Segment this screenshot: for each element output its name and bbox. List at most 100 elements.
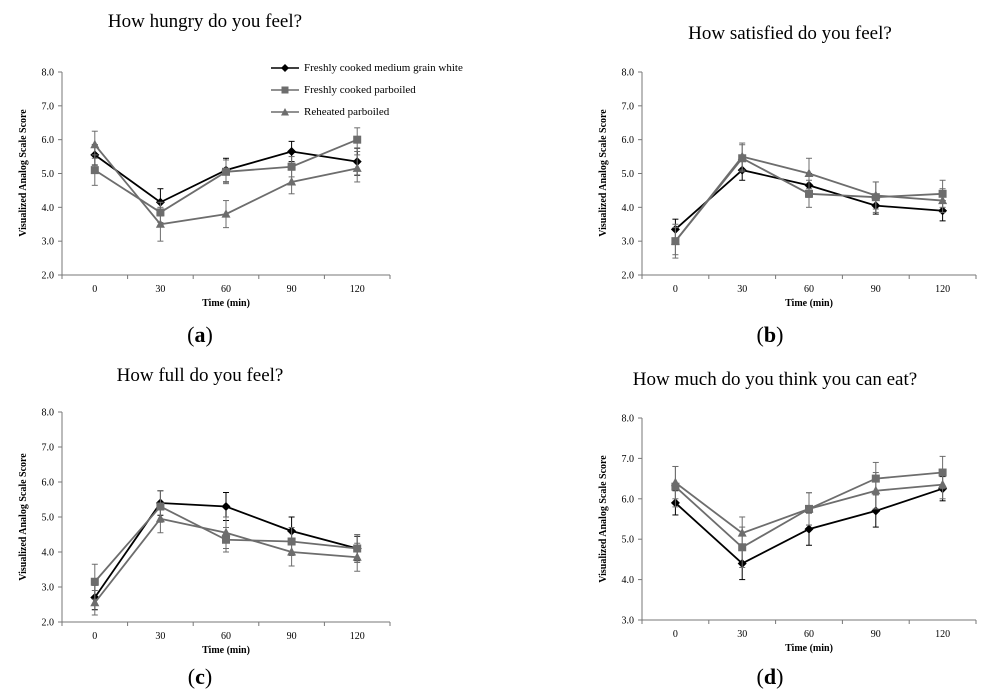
- y-tick-label: 7.0: [42, 443, 55, 454]
- data-point: [670, 477, 680, 487]
- data-point: [805, 189, 813, 198]
- data-point: [938, 195, 948, 205]
- y-tick-label: 6.0: [42, 478, 55, 489]
- x-tick-label: 30: [155, 284, 165, 295]
- data-point: [221, 502, 231, 511]
- chart-panel-c: How full do you feel? 2.0 3.0 4.0 5.0 6.0 7.0…: [0, 350, 490, 698]
- data-point: [287, 547, 297, 556]
- data-point: [287, 176, 297, 186]
- data-point: [90, 597, 100, 607]
- x-axis-title: Time (min): [202, 645, 250, 656]
- legend-swatch-diamond-icon: [271, 64, 299, 72]
- data-point: [221, 527, 231, 537]
- y-tick-label: 4.0: [622, 575, 635, 586]
- x-tick-label: 120: [935, 284, 950, 295]
- x-tick-label: 60: [804, 629, 814, 640]
- chart-title-c: How full do you feel?: [116, 365, 284, 386]
- y-tick-label: 7.0: [622, 454, 635, 465]
- data-point: [670, 236, 680, 245]
- series-triangle: [670, 142, 948, 256]
- y-axis-title: Visualized Analog Scale Score: [18, 109, 29, 237]
- y-tick-label: 4.0: [42, 203, 55, 214]
- data-point: [938, 479, 948, 489]
- chart-plot-a: 2.0 3.0 4.0 5.0 6.0 7.0 8.0 0 30 60 90 120 Time (min…: [18, 68, 391, 309]
- x-tick-label: 0: [673, 629, 678, 640]
- y-tick-label: 4.0: [42, 548, 55, 559]
- y-tick-label: 6.0: [622, 494, 635, 505]
- series-diamond: [670, 476, 948, 581]
- data-point: [221, 209, 231, 218]
- chart-plot-d: 3.0 4.0 5.0 6.0 7.0 8.0 0 30 60 90 120 Time (min) Vi…: [598, 414, 977, 654]
- y-tick-label: 2.0: [42, 271, 55, 282]
- chart-panel-d: How much do you think you can eat? 3.0 4.…: [590, 350, 982, 698]
- legend-entry-reheated: Reheated parboiled: [270, 106, 490, 128]
- legend-swatch-square-icon: [271, 86, 299, 94]
- y-tick-label: 5.0: [42, 169, 55, 180]
- x-tick-label: 60: [804, 284, 814, 295]
- y-tick-label: 3.0: [42, 237, 55, 248]
- legend-label: Freshly cooked parboiled: [304, 84, 416, 96]
- y-tick-label: 6.0: [622, 135, 635, 146]
- y-axis-title: Visualized Analog Scale Score: [18, 453, 29, 581]
- x-tick-label: 0: [92, 284, 97, 295]
- y-tick-label: 2.0: [42, 618, 55, 629]
- y-tick-label: 5.0: [622, 535, 635, 546]
- data-point: [804, 168, 814, 177]
- data-point: [222, 167, 230, 176]
- y-axis-title: Visualized Analog Scale Score: [598, 455, 609, 583]
- y-tick-label: 2.0: [622, 271, 635, 282]
- data-point: [871, 190, 881, 199]
- series-triangle: [670, 465, 948, 550]
- data-point: [155, 219, 165, 228]
- chart-legend: Freshly cooked medium grain white Freshl…: [270, 62, 490, 128]
- data-point: [155, 513, 165, 523]
- panel-label-a: (a): [187, 322, 213, 347]
- y-tick-label: 7.0: [622, 101, 635, 112]
- x-tick-label: 90: [871, 284, 881, 295]
- data-point: [804, 524, 814, 534]
- data-point: [871, 506, 881, 516]
- data-point: [353, 135, 362, 144]
- legend-label: Freshly cooked medium grain white: [304, 62, 463, 74]
- y-tick-label: 3.0: [622, 616, 635, 627]
- x-tick-label: 0: [673, 284, 678, 295]
- x-tick-label: 0: [92, 631, 97, 642]
- y-tick-label: 8.0: [622, 68, 635, 79]
- y-tick-label: 5.0: [622, 169, 635, 180]
- panel-label-c: (c): [187, 664, 213, 689]
- y-tick-label: 4.0: [622, 203, 635, 214]
- y-axis-title: Visualized Analog Scale Score: [598, 109, 609, 237]
- data-point: [737, 151, 747, 161]
- x-tick-label: 60: [221, 631, 231, 642]
- chart-panel-b: How satisfied do you feel? 2.0 3.0 4.0 5.0 6…: [590, 0, 982, 350]
- data-point: [287, 162, 296, 171]
- x-tick-label: 60: [221, 284, 231, 295]
- x-tick-label: 90: [287, 284, 297, 295]
- panel-label-d: (d): [756, 664, 784, 689]
- x-tick-label: 30: [155, 631, 165, 642]
- x-tick-label: 30: [737, 284, 747, 295]
- legend-label: Reheated parboiled: [304, 106, 390, 118]
- chart-plot-b: 2.0 3.0 4.0 5.0 6.0 7.0 8.0 0 30 60 90 120 Time (min…: [598, 68, 977, 309]
- data-point: [90, 139, 100, 149]
- y-tick-label: 6.0: [42, 135, 55, 146]
- x-axis-title: Time (min): [785, 643, 833, 654]
- data-point: [287, 147, 297, 157]
- x-tick-label: 30: [737, 629, 747, 640]
- x-axis-title: Time (min): [202, 298, 250, 309]
- y-tick-label: 8.0: [42, 68, 55, 79]
- panel-label-b: (b): [756, 322, 784, 347]
- chart-title-b: How satisfied do you feel?: [688, 23, 892, 44]
- data-point: [871, 485, 881, 495]
- legend-swatch-triangle-icon: [271, 108, 299, 116]
- data-point: [804, 503, 814, 513]
- y-tick-label: 3.0: [622, 237, 635, 248]
- chart-plot-c: 2.0 3.0 4.0 5.0 6.0 7.0 8.0 0 30 60 90 120 Time (min…: [18, 408, 391, 656]
- data-point: [352, 552, 362, 561]
- x-tick-label: 90: [871, 629, 881, 640]
- y-tick-label: 5.0: [42, 513, 55, 524]
- x-axis-title: Time (min): [785, 298, 833, 309]
- x-tick-label: 120: [350, 631, 365, 642]
- x-tick-label: 120: [935, 629, 950, 640]
- data-point: [90, 577, 99, 586]
